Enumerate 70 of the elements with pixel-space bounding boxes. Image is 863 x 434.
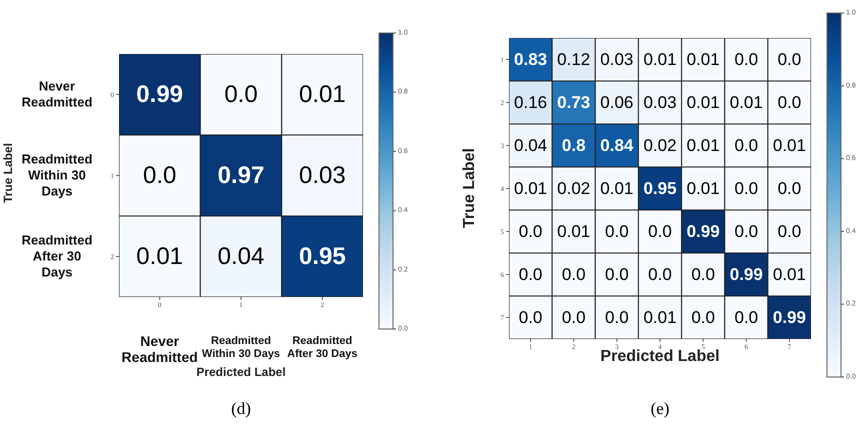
data-label: 0.0: [734, 222, 758, 241]
data-label: 0.0: [778, 93, 802, 112]
data-label: 0.02: [557, 179, 590, 198]
data-label: 0.03: [643, 93, 677, 112]
data-label: 0.0: [778, 222, 802, 241]
data-label: 0.95: [643, 179, 677, 198]
data-label: 0.0: [518, 222, 542, 241]
text: Never Readmitted: [120, 333, 199, 366]
data-label: 0.01: [686, 50, 720, 69]
y2-tick-label: Readmitted Within 30 Days: [22, 152, 92, 198]
text: Readmitted After 30 Days: [286, 335, 358, 360]
data-label: 0.02: [643, 136, 677, 155]
data-label: 0.83: [514, 50, 548, 69]
text: Readmitted Within 30 Days: [200, 335, 282, 360]
x-axis-title: Predicted Label: [195, 365, 287, 379]
data-label: 0.0: [691, 265, 715, 284]
y-axis-title: True Label: [1, 141, 15, 205]
text: (d): [230, 399, 252, 419]
data-label: 0.0: [562, 308, 586, 327]
data-label: 0.01: [686, 179, 720, 198]
data-label: 0.01: [686, 136, 720, 155]
data-label: 0.01: [557, 222, 590, 241]
data-label: 0.0: [518, 308, 542, 327]
data-label: 0.03: [298, 162, 346, 189]
y2-tick-label: Readmitted After 30 Days: [22, 232, 92, 280]
data-label: 0.12: [557, 50, 590, 69]
data-label: 0.0: [605, 265, 629, 284]
data-label: 0.03: [600, 50, 634, 69]
data-label: 0.99: [686, 222, 720, 241]
data-label: 0.0: [224, 81, 258, 108]
data-label: 0.0: [691, 308, 715, 327]
data-label: 0.01: [730, 93, 763, 112]
data-label: 0.8: [562, 136, 586, 155]
data-label: 0.0: [142, 162, 176, 189]
data-label: 0.0: [734, 308, 758, 327]
data-label: 0.01: [772, 265, 806, 284]
data-label: 0.0: [518, 265, 542, 284]
x-axis-title: Predicted Label: [599, 348, 721, 366]
data-label: 0.0: [734, 136, 758, 155]
data-label: 0.84: [600, 136, 634, 155]
data-label: 0.04: [218, 243, 264, 270]
data-label: 0.73: [557, 93, 590, 112]
data-label: 0.06: [600, 93, 634, 112]
data-label: 0.0: [778, 179, 802, 198]
data-label: 0.0: [734, 179, 758, 198]
data-label: 0.0: [605, 222, 629, 241]
y-axis-title: True Label: [461, 146, 479, 230]
data-label: 0.97: [218, 162, 264, 189]
data-label: 0.99: [136, 81, 184, 108]
data-label: 0.99: [772, 308, 806, 327]
data-label: 0.0: [605, 308, 629, 327]
data-label: 0.01: [600, 179, 634, 198]
data-label: 0.0: [648, 265, 672, 284]
data-label: 0.95: [298, 243, 346, 270]
y2-tick-label: Never Readmitted: [22, 78, 92, 110]
data-label: 0.16: [514, 93, 548, 112]
data-label: 0.04: [514, 136, 548, 155]
data-label: 0.0: [648, 222, 672, 241]
text: (e): [650, 399, 670, 419]
data-label: 0.99: [730, 265, 763, 284]
data-label: 0.0: [734, 50, 758, 69]
data-label: 0.01: [686, 93, 720, 112]
data-label: 0.01: [643, 50, 677, 69]
data-label: 0.01: [643, 308, 677, 327]
data-label: 0.01: [298, 81, 346, 108]
data-label: 0.01: [136, 243, 184, 270]
data-label: 0.0: [778, 50, 802, 69]
data-label: 0.0: [562, 265, 586, 284]
data-label: 0.01: [772, 136, 806, 155]
data-label: 0.01: [514, 179, 548, 198]
